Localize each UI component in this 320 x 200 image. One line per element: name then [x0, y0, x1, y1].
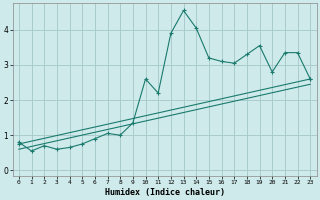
X-axis label: Humidex (Indice chaleur): Humidex (Indice chaleur) [105, 188, 225, 197]
